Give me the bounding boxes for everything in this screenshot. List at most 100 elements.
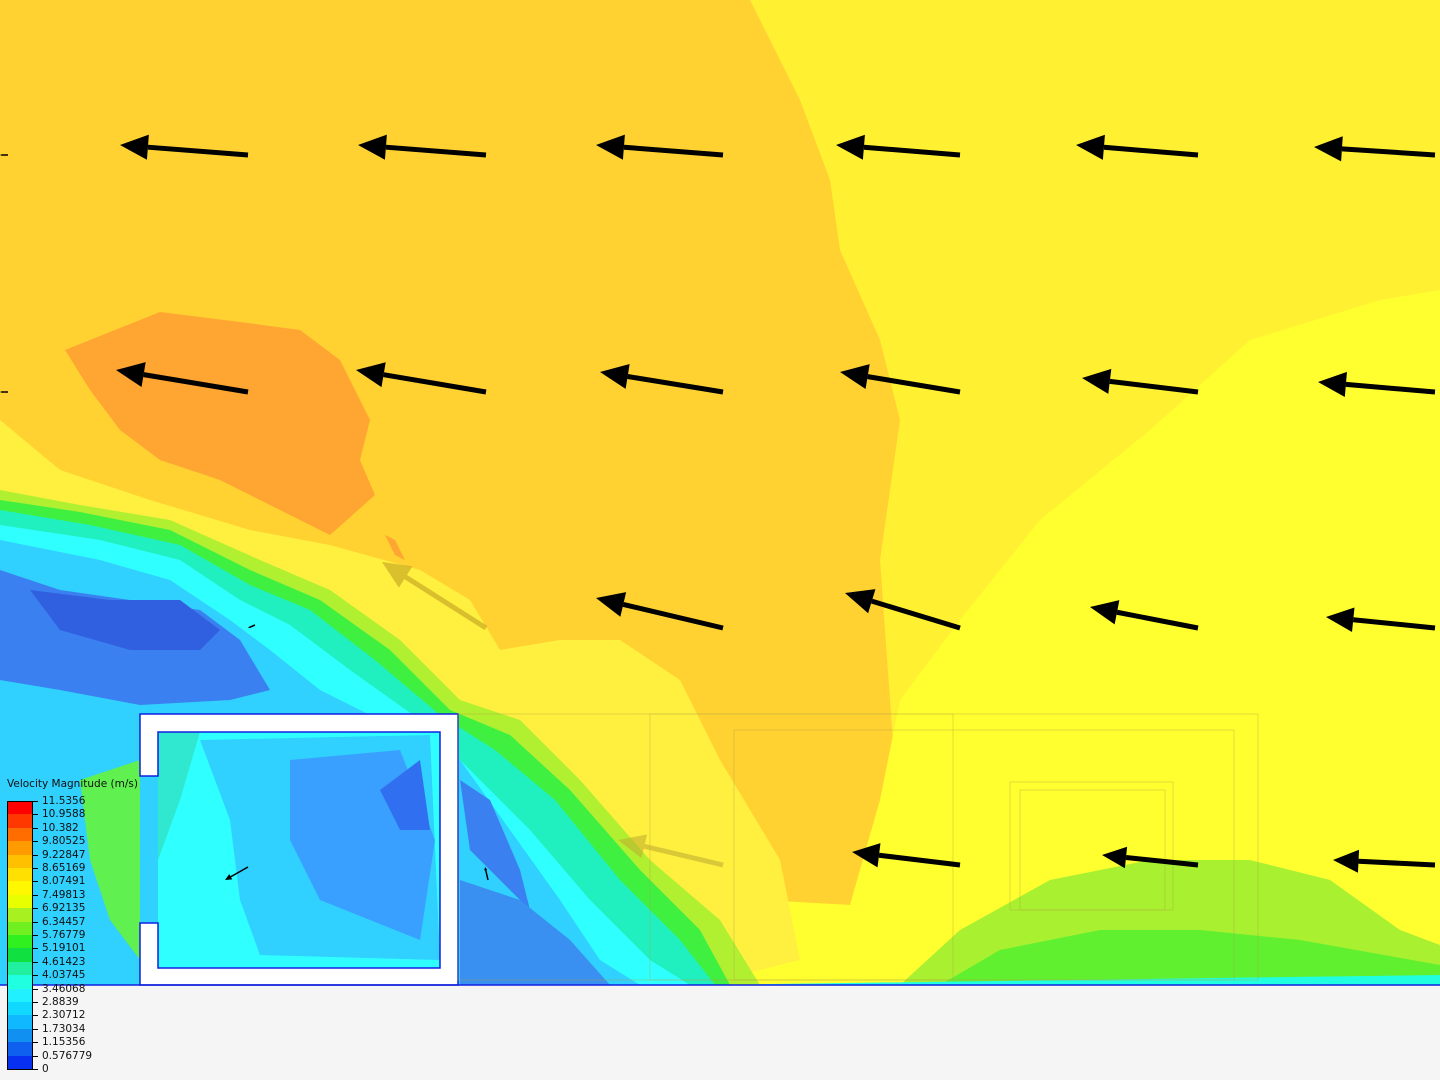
- legend-swatch: [7, 935, 33, 949]
- vector-arrow-head: [1314, 136, 1343, 162]
- vector-arrow-shaft: [485, 870, 489, 881]
- legend-tick: [32, 841, 38, 843]
- legend-swatch: [7, 841, 33, 855]
- vector-arrow-head: [600, 364, 630, 389]
- legend-tick-label: 9.80525: [42, 835, 86, 848]
- legend-swatch: [7, 908, 33, 922]
- vector-arrow-head: [596, 134, 625, 160]
- legend-tick-label: 6.92135: [42, 902, 86, 915]
- vector-arrow-head: [1076, 134, 1105, 160]
- legend-tick: [32, 935, 38, 936]
- vector-arrow-shaft: [878, 852, 961, 868]
- vector-arrow-head: [358, 134, 387, 160]
- vector-arrow-head: [596, 592, 627, 617]
- legend-swatch: [7, 1042, 33, 1056]
- legend-swatch: [7, 988, 33, 1002]
- legend-swatch: [7, 1055, 33, 1070]
- velocity-vectors: [0, 134, 1436, 881]
- vector-arrow-head: [845, 589, 876, 614]
- legend-swatch: [7, 881, 33, 895]
- legend-swatch: [7, 921, 33, 935]
- legend-tick-label: 10.9588: [42, 808, 86, 821]
- legend-tick: [32, 814, 38, 816]
- vector-arrow-head: [0, 154, 2, 156]
- legend-tick-label: 6.34457: [42, 915, 86, 928]
- legend-tick: [32, 961, 38, 963]
- vector-arrow-shaft: [1341, 146, 1436, 158]
- vector-arrow-head: [618, 834, 648, 859]
- vector-arrow-head: [840, 364, 870, 390]
- legend-swatch: [7, 814, 33, 828]
- legend-tick-label: 1.73034: [42, 1022, 86, 1035]
- legend-tick-label: 4.61423: [42, 955, 86, 968]
- legend-tick-label: 7.49813: [42, 888, 86, 901]
- legend-tick-label: 0.576779: [42, 1049, 93, 1062]
- vector-arrow-shaft: [1103, 144, 1199, 158]
- vector-arrow-shaft: [867, 374, 961, 395]
- legend-tick: [32, 1055, 38, 1057]
- vector-arrow-shaft: [623, 144, 724, 158]
- vector-arrow-head: [120, 134, 149, 160]
- legend-tick-label: 5.19101: [42, 942, 86, 955]
- legend-tick-label: 0: [42, 1063, 49, 1075]
- vector-arrow-head: [1082, 368, 1112, 394]
- legend-swatch: [7, 827, 33, 842]
- legend-swatch: [7, 854, 33, 868]
- legend-tick-label: 11.5356: [42, 795, 86, 807]
- vector-arrow-shaft: [643, 843, 724, 868]
- legend-title: Velocity Magnitude (m/s): [7, 778, 138, 790]
- legend-tick-label: 8.65169: [42, 862, 86, 874]
- vector-arrow-shaft: [1109, 378, 1199, 395]
- legend-swatch: [7, 975, 33, 989]
- vector-arrow-shaft: [385, 144, 487, 158]
- vector-arrow-shaft: [622, 602, 724, 631]
- legend-tick-label: 3.46068: [42, 982, 86, 995]
- vector-arrow-shaft: [404, 574, 488, 631]
- legend-tick: [32, 881, 38, 883]
- legend-tick: [32, 1042, 38, 1044]
- legend-swatch: [7, 868, 33, 882]
- vector-arrow-shaft: [627, 374, 724, 395]
- vector-arrow-head: [852, 843, 881, 868]
- vector-arrow-head: [1326, 607, 1355, 633]
- vector-arrow-head: [484, 867, 488, 871]
- legend-swatch: [7, 948, 33, 962]
- legend-tick: [32, 1028, 38, 1030]
- legend-tick: [32, 975, 38, 977]
- legend-swatch: [7, 961, 33, 976]
- legend-tick: [32, 908, 38, 910]
- vector-arrow-head: [1090, 600, 1120, 625]
- vector-arrow-shaft: [230, 866, 249, 878]
- legend-tick: [32, 827, 38, 829]
- legend-tick-label: 10.382: [42, 821, 79, 834]
- vector-arrow-head: [836, 134, 865, 160]
- legend-tick: [32, 854, 38, 856]
- vector-arrow-head: [382, 562, 413, 588]
- vector-arrow-shaft: [1345, 381, 1436, 395]
- legend-tick-label: 1.15356: [42, 1036, 86, 1049]
- legend-tick: [32, 868, 38, 869]
- legend-tick-label: 9.22847: [42, 848, 86, 861]
- legend-tick: [32, 948, 38, 950]
- vector-arrow-head: [356, 362, 386, 388]
- vector-arrow-shaft: [863, 144, 961, 158]
- vector-arrow-shaft: [249, 624, 256, 628]
- vector-arrow-shaft: [871, 598, 961, 631]
- color-legend: Velocity Magnitude (m/s) 11.5356 10.9588 1…: [0, 776, 140, 1076]
- legend-tick: [32, 988, 38, 990]
- legend-tick: [32, 1002, 38, 1003]
- vector-arrow-shaft: [143, 372, 249, 395]
- legend-swatch: [7, 1028, 33, 1043]
- vector-arrow-shaft: [383, 372, 487, 395]
- vector-arrow-shaft: [1116, 609, 1199, 631]
- legend-tick-label: 4.03745: [42, 969, 86, 982]
- legend-tick-label: 5.76779: [42, 929, 86, 941]
- legend-tick: [32, 1015, 38, 1017]
- legend-tick: [32, 801, 38, 802]
- legend-tick-label: 2.8839: [42, 996, 79, 1008]
- vector-arrow-head: [116, 362, 146, 388]
- legend-swatch: [7, 1002, 33, 1016]
- legend-tick-label: 8.07491: [42, 875, 86, 888]
- legend-tick-label: 2.30712: [42, 1009, 86, 1022]
